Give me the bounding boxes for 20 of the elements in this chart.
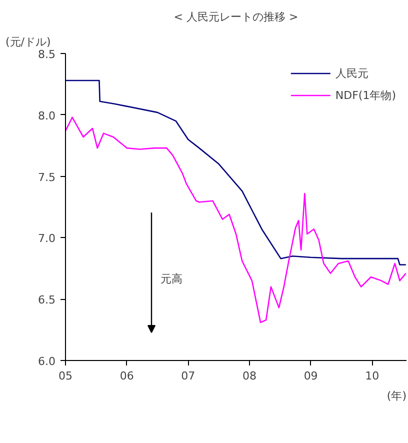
x-tick-label: 09	[304, 370, 318, 382]
annotation: 元高	[160, 272, 182, 286]
x-tick-label: 10	[365, 370, 380, 382]
y-tick-label: 8.5	[38, 48, 56, 61]
legend-label: NDF(1年物)	[335, 88, 396, 102]
x-tick-label: 06	[120, 370, 134, 382]
line-series	[66, 116, 406, 324]
x-tick-label: 07	[181, 370, 196, 382]
x-axis-title: (年)	[386, 390, 407, 402]
chart-title: < 人民元レートの推移 >	[174, 10, 298, 24]
y-tick-label: 6.0	[38, 355, 56, 368]
legend-label: 人民元	[335, 66, 368, 80]
x-tick-label: 08	[242, 370, 256, 382]
line-series	[66, 80, 406, 266]
y-tick-label: 8.0	[38, 109, 56, 122]
x-tick-label: 05	[58, 370, 72, 382]
y-axis-title: (元/ドル)	[6, 36, 51, 48]
y-tick-label: 6.5	[38, 294, 56, 307]
y-tick-label: 7.5	[38, 170, 56, 184]
y-tick-label: 7.0	[38, 232, 56, 246]
